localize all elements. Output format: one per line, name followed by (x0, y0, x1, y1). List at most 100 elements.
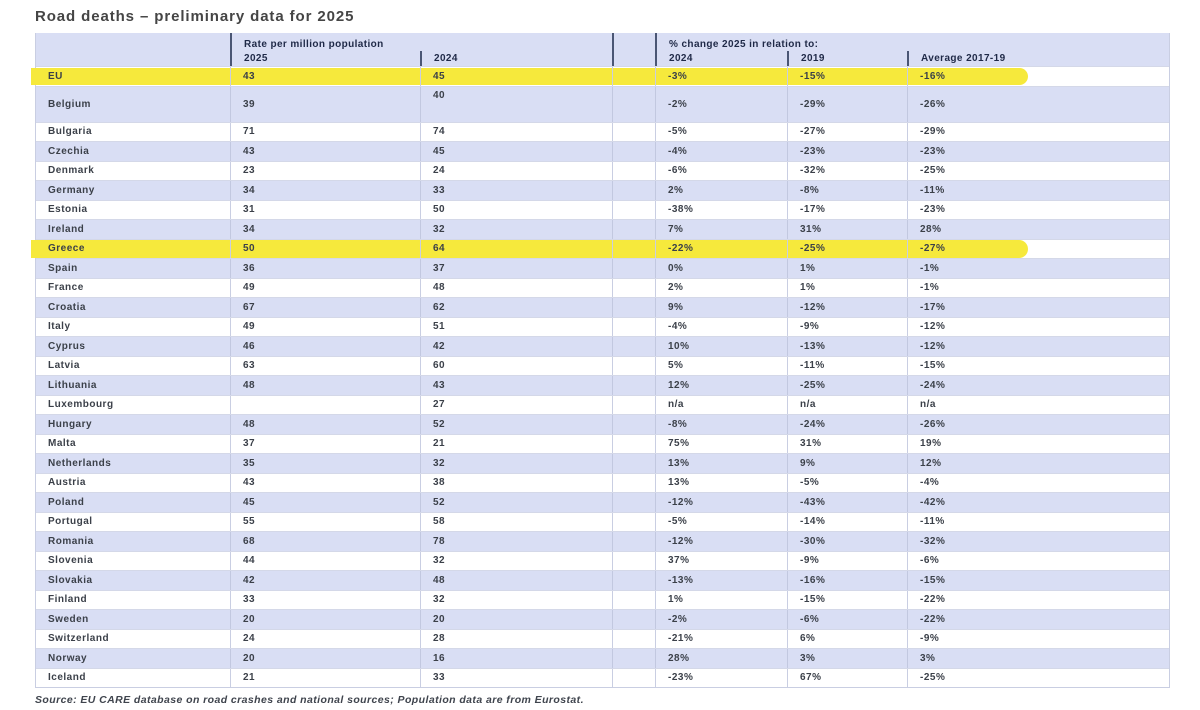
rate-2025-cell: 44 (230, 551, 420, 570)
change-vs-2024-cell: -22% (655, 239, 787, 258)
rate-2024-cell: 32 (420, 220, 612, 239)
table-row: Belgium 39 40 -2% -29% -26% (36, 85, 1169, 122)
rate-2025-cell: 20 (230, 610, 420, 629)
change-vs-2024-cell: 5% (655, 356, 787, 375)
country-cell: Portugal (48, 516, 93, 528)
change-vs-average-cell: -32% (907, 532, 1169, 551)
table-header-group-row: Rate per million population % change 202… (36, 33, 1169, 51)
table-row: Croatia 67 62 9% -12% -17% (36, 297, 1169, 317)
change-vs-average-cell: -1% (907, 278, 1169, 297)
table-row: Finland 33 32 1% -15% -22% (36, 589, 1169, 609)
gap-cell (612, 629, 655, 648)
rate-2025-cell: 36 (230, 259, 420, 278)
rate-2025-cell: 50 (230, 239, 420, 258)
table-row: Italy 49 51 -4% -9% -12% (36, 316, 1169, 336)
gap-cell (612, 434, 655, 453)
change-vs-2019-cell: 1% (787, 259, 907, 278)
change-vs-2024-cell: 2% (655, 278, 787, 297)
subheader-rate-2024: 2024 (420, 51, 612, 66)
change-vs-2024-cell: 75% (655, 434, 787, 453)
change-vs-2024-cell: -13% (655, 571, 787, 590)
change-vs-2019-cell: -17% (787, 200, 907, 219)
change-vs-average-cell: 3% (907, 649, 1169, 668)
gap-cell (612, 220, 655, 239)
change-vs-2024-cell: 0% (655, 259, 787, 278)
table-row: Hungary 48 52 -8% -24% -26% (36, 414, 1169, 434)
gap-cell (612, 356, 655, 375)
gap-cell (612, 278, 655, 297)
table-row: Switzerland 24 28 -21% 6% -9% (36, 628, 1169, 648)
rate-2025-cell: 55 (230, 512, 420, 531)
change-vs-average-cell: -16% (907, 67, 1169, 86)
change-vs-2019-cell: 1% (787, 278, 907, 297)
subheader-gap-blank (612, 51, 655, 66)
change-vs-average-cell: -23% (907, 200, 1169, 219)
change-vs-2019-cell: -15% (787, 590, 907, 609)
table-row: EU 43 45 -3% -15% -16% (31, 66, 1169, 86)
table-row: Cyprus 46 42 10% -13% -12% (36, 336, 1169, 356)
gap-cell (612, 532, 655, 551)
change-vs-2024-cell: 7% (655, 220, 787, 239)
gap-cell (612, 610, 655, 629)
change-vs-average-cell: -12% (907, 337, 1169, 356)
country-cell: Malta (48, 438, 77, 450)
table-row: Norway 20 16 28% 3% 3% (36, 648, 1169, 668)
rate-2024-cell: 28 (420, 629, 612, 648)
change-vs-2024-cell: -4% (655, 142, 787, 161)
change-vs-2019-cell: -15% (787, 67, 907, 86)
rate-2025-cell: 43 (230, 473, 420, 492)
country-cell: France (48, 282, 84, 294)
country-cell: Latvia (48, 360, 80, 372)
rate-2025-cell: 20 (230, 649, 420, 668)
country-cell: Croatia (48, 301, 86, 313)
rate-2025-cell: 21 (230, 668, 420, 687)
table-row: Czechia 43 45 -4% -23% -23% (36, 141, 1169, 161)
table-row: Netherlands 35 32 13% 9% 12% (36, 453, 1169, 473)
change-vs-average-cell: -23% (907, 142, 1169, 161)
country-cell: Netherlands (48, 457, 112, 469)
rate-2024-cell: 78 (420, 532, 612, 551)
country-cell: Denmark (48, 165, 95, 177)
change-vs-2024-cell: -2% (655, 86, 787, 122)
gap-cell (612, 142, 655, 161)
change-vs-average-cell: -11% (907, 181, 1169, 200)
rate-2024-cell: 45 (420, 142, 612, 161)
table-row: Malta 37 21 75% 31% 19% (36, 433, 1169, 453)
gap-cell (612, 551, 655, 570)
change-vs-2019-cell: -5% (787, 473, 907, 492)
change-vs-average-cell: -11% (907, 512, 1169, 531)
gap-cell (612, 473, 655, 492)
change-vs-average-cell: -1% (907, 259, 1169, 278)
country-cell: Greece (48, 243, 85, 255)
gap-cell (612, 181, 655, 200)
rate-2024-cell: 32 (420, 454, 612, 473)
table-row: France 49 48 2% 1% -1% (36, 277, 1169, 297)
rate-2024-cell: 48 (420, 278, 612, 297)
change-vs-2019-cell: -13% (787, 337, 907, 356)
change-vs-2024-cell: -5% (655, 512, 787, 531)
rate-2024-cell: 60 (420, 356, 612, 375)
rate-2024-cell: 16 (420, 649, 612, 668)
rate-2024-cell: 27 (420, 395, 612, 414)
change-vs-2019-cell: -29% (787, 86, 907, 122)
rate-2024-cell: 51 (420, 317, 612, 336)
change-vs-average-cell: -9% (907, 629, 1169, 648)
change-vs-average-cell: -6% (907, 551, 1169, 570)
table-row: Greece 50 64 -22% -25% -27% (31, 238, 1169, 258)
country-cell: Romania (48, 535, 94, 547)
gap-cell (612, 376, 655, 395)
rate-2025-cell: 39 (230, 86, 420, 122)
change-vs-2024-cell: 37% (655, 551, 787, 570)
gap-cell (612, 415, 655, 434)
change-vs-average-cell: 12% (907, 454, 1169, 473)
rate-2025-cell: 33 (230, 590, 420, 609)
table-row: Slovenia 44 32 37% -9% -6% (36, 550, 1169, 570)
change-vs-2019-cell: 31% (787, 434, 907, 453)
rate-2024-cell: 62 (420, 298, 612, 317)
table-header-sub-row: 2025 2024 2024 2019 Average 2017-19 (36, 51, 1169, 66)
change-vs-2024-cell: -2% (655, 610, 787, 629)
change-vs-2019-cell: 9% (787, 454, 907, 473)
change-vs-2019-cell: -24% (787, 415, 907, 434)
change-vs-2019-cell: -32% (787, 161, 907, 180)
change-vs-2019-cell: 67% (787, 668, 907, 687)
